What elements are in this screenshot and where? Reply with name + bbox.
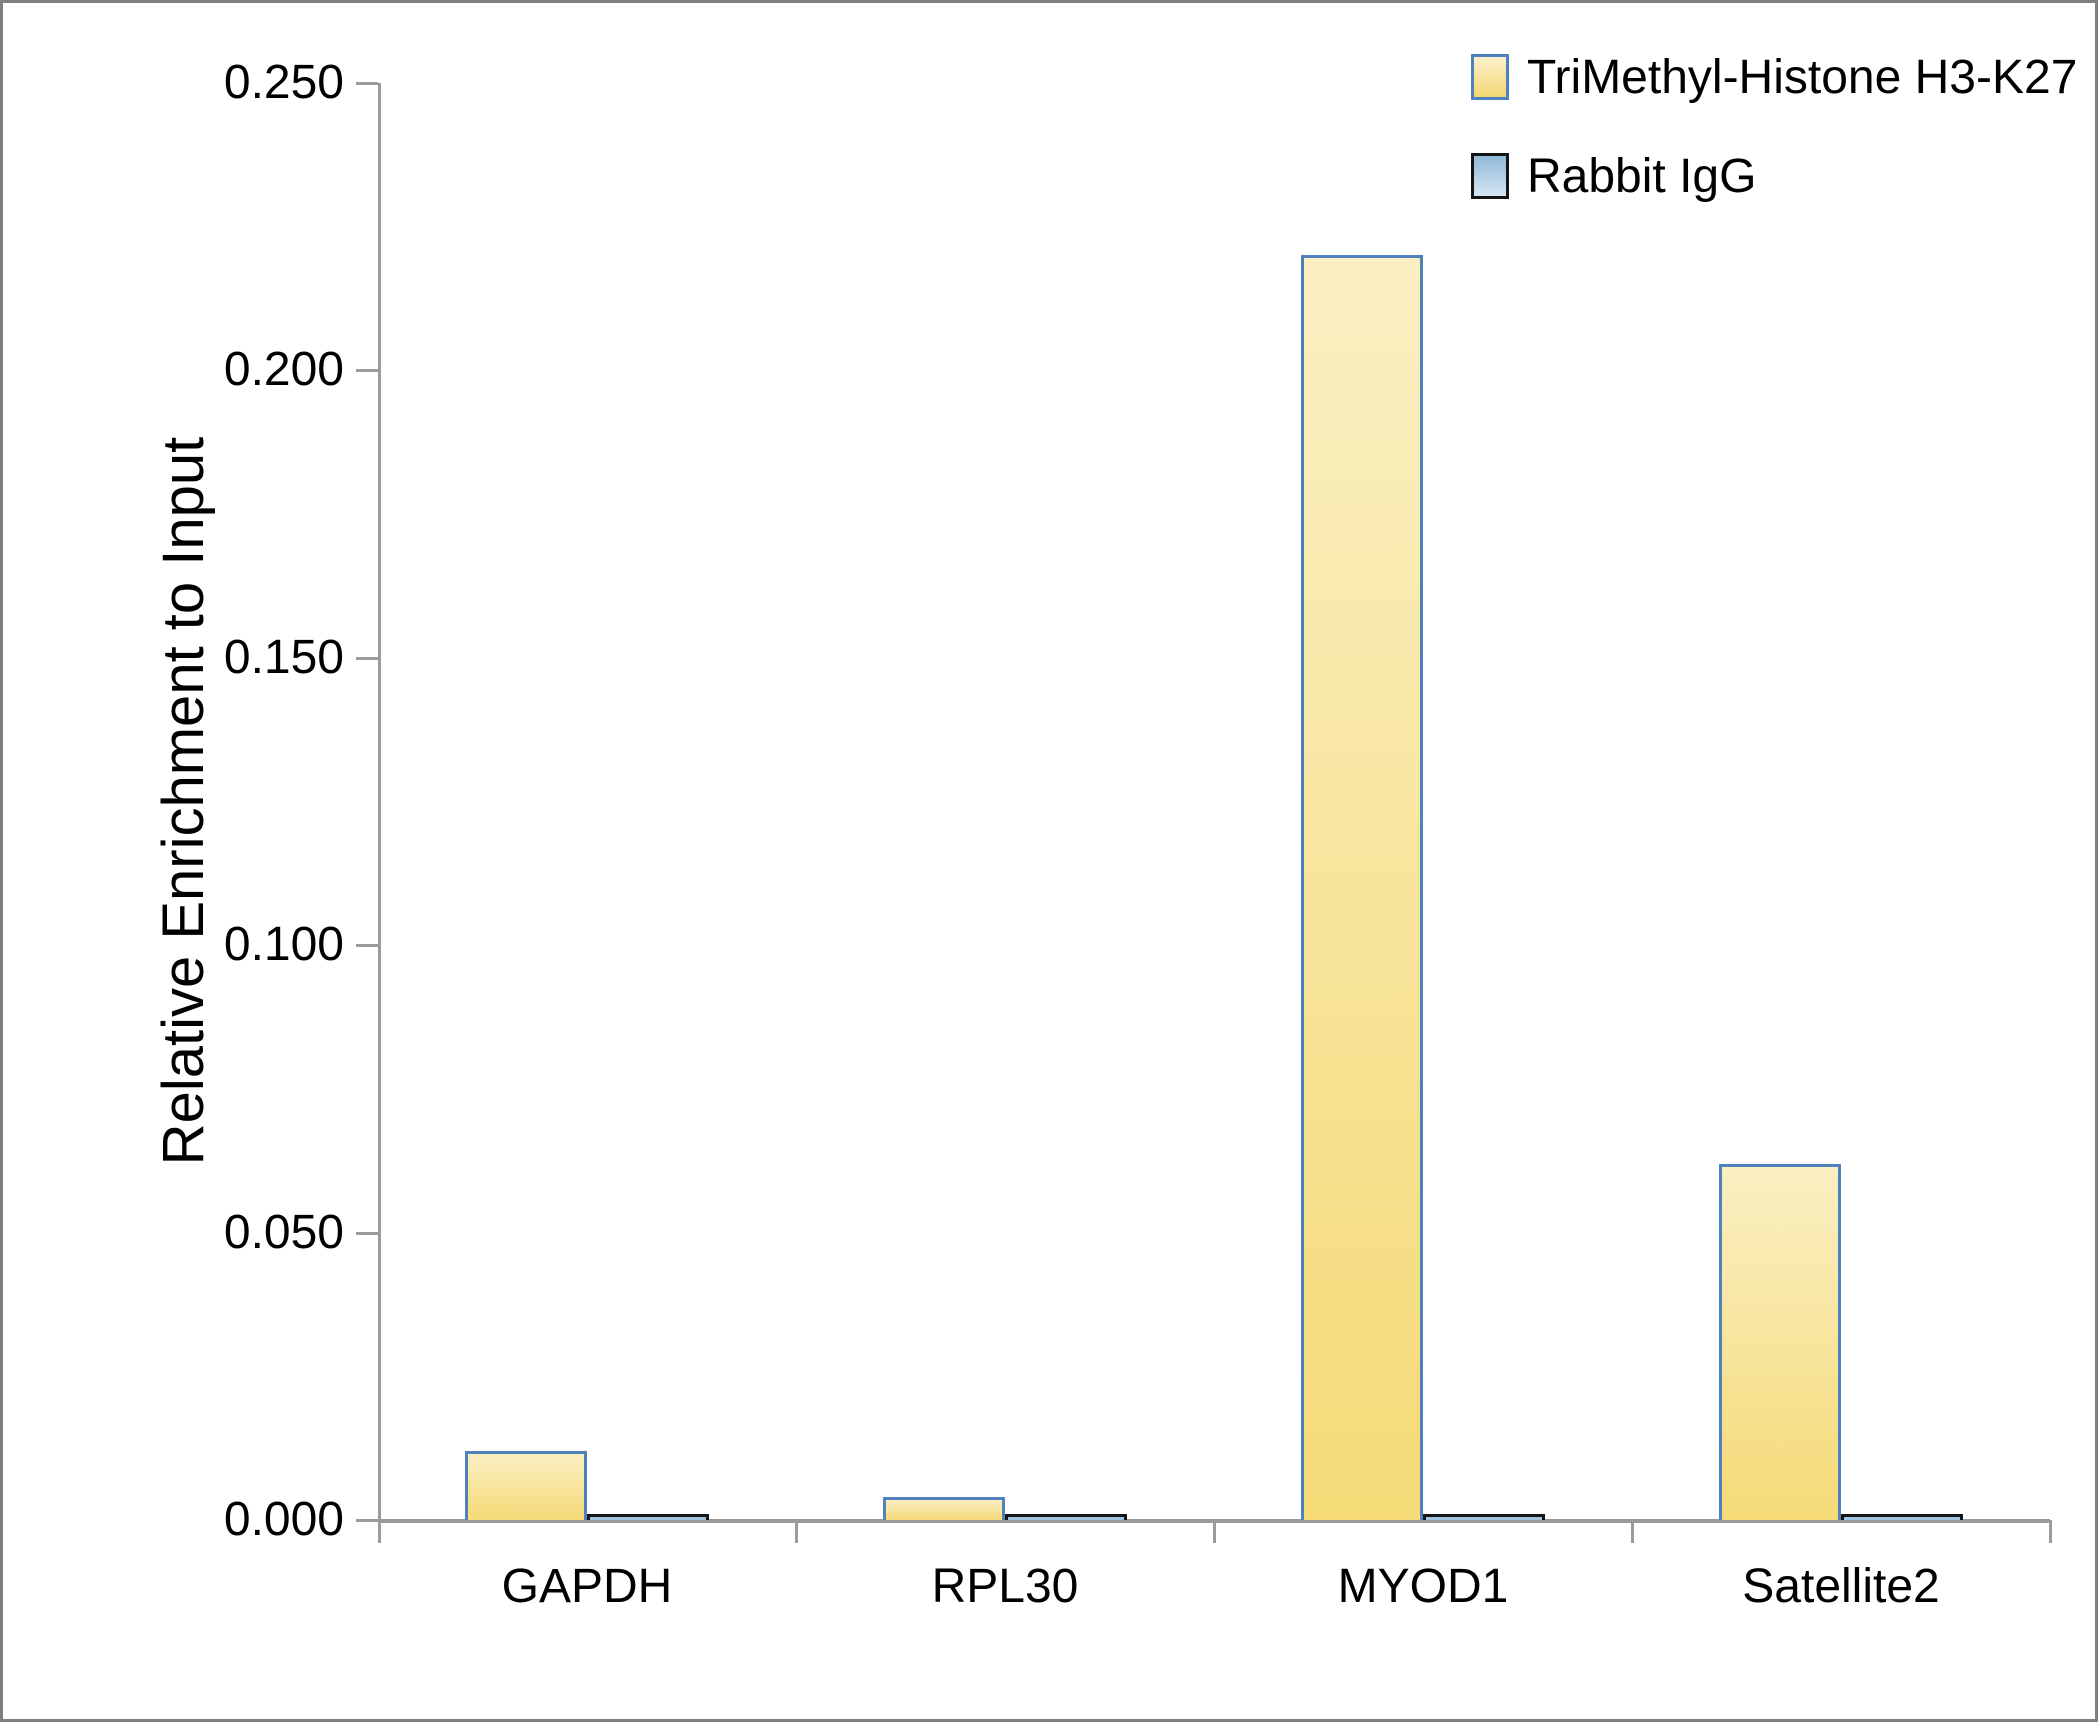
y-axis-title: Relative Enrichment to Input	[151, 436, 216, 1166]
legend-swatch-icon	[1471, 153, 1509, 199]
y-tick-label: 0.200	[223, 343, 344, 396]
bar-trimethyl-histone-h3-k27-gapdh	[465, 1451, 587, 1520]
legend-item: Rabbit IgG	[1471, 148, 2077, 204]
x-category-label: Satellite2	[1742, 1560, 1940, 1613]
x-tick-mark	[1631, 1520, 1634, 1543]
bar-trimethyl-histone-h3-k27-rpl30	[883, 1497, 1005, 1520]
y-axis-line	[378, 83, 381, 1543]
x-category-label: GAPDH	[501, 1560, 673, 1613]
bar-rabbit-igg-rpl30	[1005, 1514, 1127, 1520]
x-tick-mark	[2049, 1520, 2052, 1543]
y-tick-label: 0.100	[223, 918, 344, 971]
y-tick-mark	[356, 657, 378, 660]
y-tick-mark	[356, 369, 378, 372]
bar-rabbit-igg-gapdh	[587, 1514, 709, 1520]
legend-item: TriMethyl-Histone H3-K27	[1471, 49, 2077, 105]
x-tick-mark	[1213, 1520, 1216, 1543]
x-tick-mark	[795, 1520, 798, 1543]
legend-swatch-icon	[1471, 54, 1509, 100]
legend: TriMethyl-Histone H3-K27 Rabbit IgG	[1471, 49, 2077, 204]
y-tick-label: 0.250	[223, 56, 344, 109]
y-tick-label: 0.000	[223, 1493, 344, 1546]
x-category-label: MYOD1	[1337, 1560, 1509, 1613]
x-category-label: RPL30	[931, 1560, 1079, 1613]
y-tick-mark	[356, 944, 378, 947]
y-tick-mark	[356, 82, 378, 85]
legend-label: Rabbit IgG	[1527, 149, 1757, 203]
y-tick-mark	[356, 1232, 378, 1235]
bar-rabbit-igg-myod1	[1423, 1514, 1545, 1520]
y-tick-label: 0.150	[223, 631, 344, 684]
bar-rabbit-igg-satellite2	[1841, 1514, 1963, 1520]
legend-label: TriMethyl-Histone H3-K27	[1527, 50, 2078, 104]
y-tick-mark	[356, 1519, 378, 1522]
bar-trimethyl-histone-h3-k27-satellite2	[1719, 1164, 1841, 1520]
y-tick-label: 0.050	[223, 1206, 344, 1259]
bar-trimethyl-histone-h3-k27-myod1	[1301, 255, 1423, 1520]
